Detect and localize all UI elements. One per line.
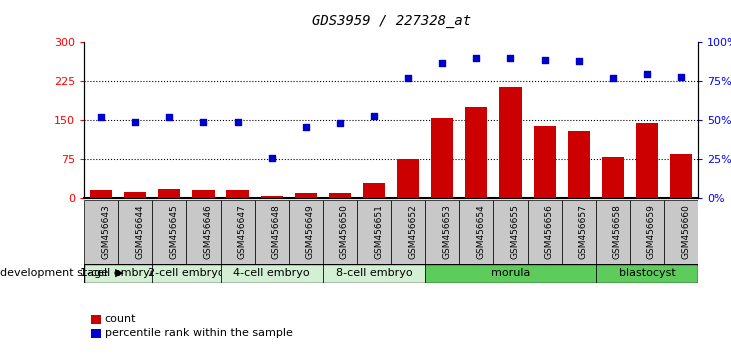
Point (368, 113, 380, 119)
FancyBboxPatch shape (528, 200, 561, 264)
Text: GSM456648: GSM456648 (272, 205, 281, 259)
Point (334, 121, 346, 126)
FancyBboxPatch shape (118, 200, 152, 264)
Text: 8-cell embryo: 8-cell embryo (336, 268, 412, 279)
Bar (431, 118, 453, 198)
Point (197, 119, 209, 125)
FancyBboxPatch shape (254, 200, 289, 264)
FancyBboxPatch shape (84, 200, 118, 264)
Bar (192, 190, 214, 198)
Bar (90, 190, 113, 198)
Point (300, 124, 311, 130)
Bar (602, 157, 624, 198)
FancyBboxPatch shape (289, 200, 323, 264)
Bar (124, 192, 146, 198)
Bar (295, 193, 317, 198)
Bar (159, 189, 181, 198)
FancyBboxPatch shape (357, 200, 391, 264)
Text: GSM456650: GSM456650 (340, 204, 349, 259)
FancyBboxPatch shape (186, 200, 221, 264)
Text: GSM456646: GSM456646 (203, 205, 213, 259)
Text: GSM456644: GSM456644 (135, 205, 144, 259)
Bar (534, 126, 556, 198)
Text: GSM456649: GSM456649 (306, 205, 315, 259)
Text: development stage  ▶: development stage ▶ (0, 268, 124, 279)
Text: GSM456656: GSM456656 (545, 204, 553, 259)
Point (607, 75, 618, 81)
Text: GSM456647: GSM456647 (238, 205, 246, 259)
Text: GSM456659: GSM456659 (647, 204, 656, 259)
Text: GSM456645: GSM456645 (170, 205, 178, 259)
FancyBboxPatch shape (596, 200, 630, 264)
Text: GSM456651: GSM456651 (374, 204, 383, 259)
Bar (636, 123, 658, 198)
FancyBboxPatch shape (425, 264, 596, 283)
Text: percentile rank within the sample: percentile rank within the sample (105, 329, 292, 338)
Point (641, 71, 653, 76)
Point (471, 55, 482, 61)
Text: GSM456658: GSM456658 (613, 204, 622, 259)
Text: 2-cell embryo: 2-cell embryo (148, 268, 224, 279)
Text: GSM456660: GSM456660 (681, 204, 690, 259)
Point (266, 155, 278, 161)
Bar (363, 183, 385, 198)
Text: GSM456653: GSM456653 (442, 204, 451, 259)
FancyBboxPatch shape (84, 264, 152, 283)
FancyBboxPatch shape (152, 264, 221, 283)
FancyBboxPatch shape (561, 200, 596, 264)
Text: GDS3959 / 227328_at: GDS3959 / 227328_at (311, 14, 471, 28)
Point (129, 119, 141, 125)
Text: GSM456652: GSM456652 (408, 205, 417, 259)
Bar (397, 159, 420, 198)
Bar (465, 107, 488, 198)
Point (539, 57, 550, 62)
Point (232, 119, 243, 125)
Point (402, 75, 414, 81)
Text: GSM456657: GSM456657 (579, 204, 588, 259)
FancyBboxPatch shape (596, 264, 698, 283)
Text: morula: morula (491, 268, 530, 279)
FancyBboxPatch shape (664, 200, 698, 264)
FancyBboxPatch shape (221, 200, 254, 264)
Point (675, 74, 687, 80)
Text: GSM456643: GSM456643 (101, 205, 110, 259)
Bar (567, 131, 590, 198)
FancyBboxPatch shape (152, 200, 186, 264)
FancyBboxPatch shape (493, 200, 528, 264)
FancyBboxPatch shape (323, 264, 425, 283)
Text: blastocyst: blastocyst (618, 268, 675, 279)
Text: 1-cell embryo: 1-cell embryo (80, 268, 156, 279)
Point (164, 114, 175, 120)
Text: count: count (105, 314, 136, 324)
Text: 4-cell embryo: 4-cell embryo (233, 268, 310, 279)
Point (95, 114, 107, 120)
Bar (499, 87, 521, 198)
Bar (329, 193, 351, 198)
Bar (227, 190, 249, 198)
Point (436, 60, 448, 65)
Point (573, 58, 585, 64)
Bar (260, 196, 283, 198)
FancyBboxPatch shape (221, 264, 323, 283)
FancyBboxPatch shape (425, 200, 459, 264)
FancyBboxPatch shape (391, 200, 425, 264)
FancyBboxPatch shape (323, 200, 357, 264)
FancyBboxPatch shape (630, 200, 664, 264)
Point (504, 55, 516, 61)
FancyBboxPatch shape (459, 200, 493, 264)
Text: GSM456654: GSM456654 (477, 205, 485, 259)
Bar (670, 154, 692, 198)
Text: GSM456655: GSM456655 (510, 204, 520, 259)
